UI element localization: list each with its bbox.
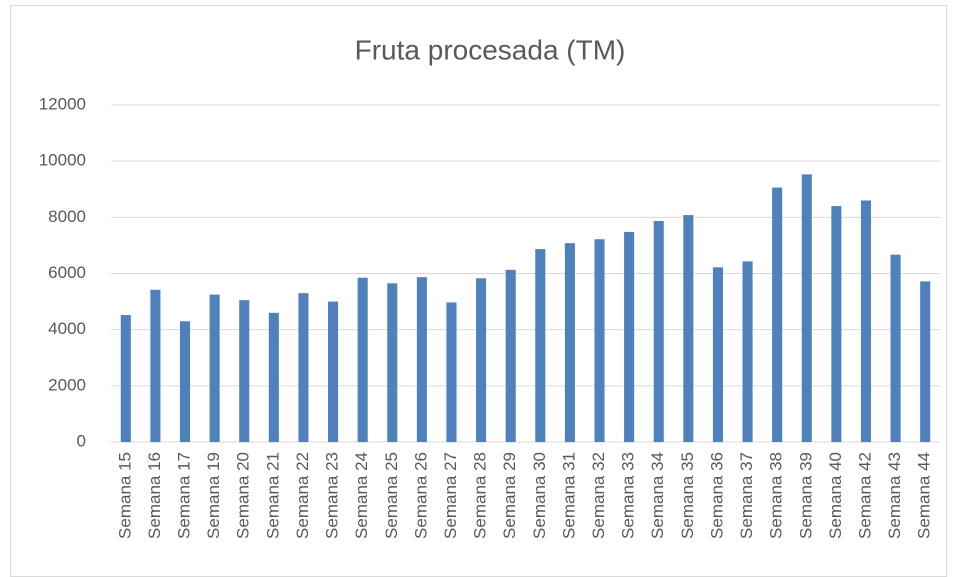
x-tick-label: Semana 40 — [826, 452, 845, 539]
x-tick-label: Semana 22 — [293, 452, 312, 539]
bar — [920, 281, 931, 442]
x-tick-label: Semana 32 — [589, 452, 608, 539]
bar — [890, 254, 901, 442]
bar — [120, 315, 131, 442]
x-tick-label: Semana 25 — [382, 452, 401, 539]
bar — [683, 215, 694, 442]
bar — [564, 243, 575, 442]
y-tick-label: 0 — [77, 431, 86, 450]
chart-title: Fruta procesada (TM) — [355, 34, 626, 65]
bar — [712, 267, 723, 442]
x-tick-label: Semana 34 — [648, 452, 667, 539]
bar — [535, 249, 546, 442]
bar — [653, 220, 664, 442]
x-tick-label: Semana 28 — [471, 452, 490, 539]
x-tick-label: Semana 37 — [737, 452, 756, 539]
x-tick-label: Semana 19 — [204, 452, 223, 539]
bar — [594, 239, 605, 442]
bar — [831, 206, 842, 442]
x-tick-label: Semana 38 — [767, 452, 786, 539]
bar — [150, 289, 161, 442]
bar — [387, 283, 398, 442]
bar — [328, 301, 339, 442]
bar — [801, 174, 812, 442]
x-tick-label: Semana 15 — [115, 452, 134, 539]
y-tick-label: 2000 — [48, 375, 86, 394]
x-tick-label: Semana 33 — [619, 452, 638, 539]
x-tick-label: Semana 24 — [352, 452, 371, 539]
x-tick-label: Semana 16 — [145, 452, 164, 539]
x-tick-label: Semana 27 — [441, 452, 460, 539]
x-tick-label: Semana 44 — [915, 452, 934, 539]
bar — [298, 293, 309, 442]
x-tick-label: Semana 43 — [885, 452, 904, 539]
x-tick-label: Semana 21 — [263, 452, 282, 539]
x-tick-label: Semana 26 — [411, 452, 430, 539]
y-tick-label: 8000 — [48, 207, 86, 226]
bar — [446, 302, 457, 442]
y-tick-label: 12000 — [39, 94, 86, 113]
x-tick-label: Semana 31 — [559, 452, 578, 539]
bar — [505, 269, 516, 442]
x-tick-label: Semana 35 — [678, 452, 697, 539]
x-tick-label: Semana 39 — [796, 452, 815, 539]
bar — [179, 321, 191, 442]
bar — [357, 277, 368, 442]
bar — [742, 261, 753, 442]
bar — [209, 294, 220, 442]
x-tick-label: Semana 23 — [323, 452, 342, 539]
x-tick-label: Semana 29 — [500, 452, 519, 539]
x-tick-label: Semana 17 — [175, 452, 194, 539]
y-tick-label: 4000 — [48, 319, 86, 338]
bar — [860, 200, 872, 442]
y-tick-label: 6000 — [48, 263, 86, 282]
x-tick-label: Semana 30 — [530, 452, 549, 539]
x-tick-label: Semana 42 — [855, 452, 874, 539]
y-tick-label: 10000 — [39, 151, 86, 170]
bar — [268, 312, 279, 442]
x-tick-label: Semana 36 — [707, 452, 726, 539]
bar — [239, 300, 250, 442]
bar — [772, 187, 783, 442]
bar — [624, 231, 635, 442]
x-tick-label: Semana 20 — [234, 452, 253, 539]
bar — [416, 277, 427, 442]
bar — [476, 278, 487, 442]
